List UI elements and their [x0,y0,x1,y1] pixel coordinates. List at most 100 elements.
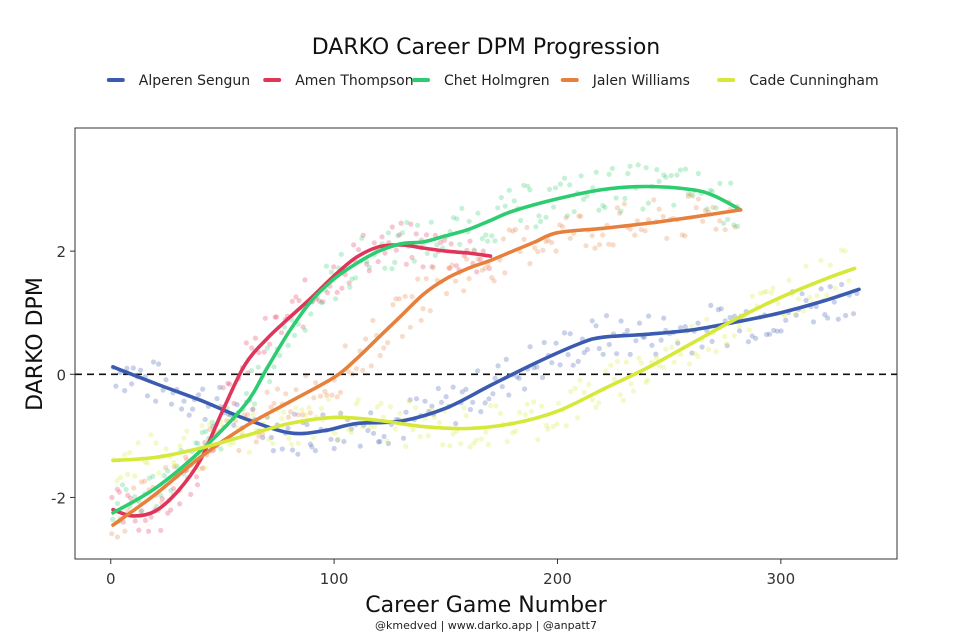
scatter-point-amen-thompson [351,242,357,248]
scatter-point-cade-cunningham [348,429,354,435]
scatter-point-alperen-sengun [618,318,624,324]
scatter-point-jalen-williams [502,270,508,276]
scatter-point-alperen-sengun [156,361,162,367]
scatter-point-chet-holmgren [347,284,353,290]
scatter-point-amen-thompson [148,514,154,520]
scatter-point-jalen-williams [271,400,277,407]
scatter-point-chet-holmgren [640,206,646,212]
scatter-point-amen-thompson [278,330,285,336]
scatter-point-chet-holmgren [479,236,485,242]
scatter-point-amen-thompson [356,247,362,253]
scatter-point-jalen-williams [264,389,270,395]
scatter-point-jalen-williams [449,262,455,268]
scatter-point-alperen-sengun [144,393,151,399]
scatter-point-jalen-williams [545,237,551,243]
scatter-point-jalen-williams [324,392,330,398]
scatter-point-alperen-sengun [295,451,301,457]
scatter-point-cade-cunningham [795,296,802,302]
scatter-point-cade-cunningham [384,438,390,444]
scatter-point-cade-cunningham [142,459,148,465]
scatter-point-cade-cunningham [763,288,770,295]
scatter-point-jalen-williams [402,293,408,299]
scatter-point-alperen-sengun [443,394,449,400]
scatter-point-chet-holmgren [561,175,568,181]
scatter-point-jalen-williams [632,232,638,238]
scatter-point-amen-thompson [125,492,131,498]
scatter-point-jalen-williams [114,534,121,540]
scatter-point-alperen-sengun [600,351,606,357]
scatter-point-amen-thompson [398,220,404,226]
scatter-point-amen-thompson [467,238,473,244]
scatter-point-jalen-williams [693,205,699,211]
scatter-point-amen-thompson [227,381,233,387]
scatter-point-cade-cunningham [630,388,637,394]
scatter-point-amen-thompson [109,494,115,501]
scatter-point-jalen-williams [535,249,541,255]
scatter-point-jalen-williams [479,267,485,273]
scatter-point-cade-cunningham [230,440,236,446]
scatter-point-chet-holmgren [661,172,667,178]
scatter-point-jalen-williams [415,276,421,282]
scatter-point-alperen-sengun [385,440,391,447]
scatter-point-alperen-sengun [835,316,841,322]
scatter-point-alperen-sengun [422,398,428,404]
scatter-point-chet-holmgren [161,473,167,479]
scatter-point-chet-holmgren [533,224,539,230]
scatter-point-jalen-williams [293,387,299,393]
scatter-point-amen-thompson [302,277,308,283]
scatter-point-alperen-sengun [527,344,533,350]
scatter-point-jalen-williams [443,291,450,297]
scatter-point-chet-holmgren [352,275,359,281]
scatter-point-chet-holmgren [158,492,164,498]
scatter-point-cade-cunningham [713,349,719,355]
scatter-point-cade-cunningham [513,428,519,434]
scatter-point-alperen-sengun [570,362,576,368]
scatter-point-cade-cunningham [295,440,301,446]
scatter-point-alperen-sengun [260,435,266,441]
scatter-point-amen-thompson [334,289,340,295]
scatter-point-alperen-sengun [463,386,469,392]
scatter-point-chet-holmgren [725,216,731,223]
scatter-point-alperen-sengun [217,384,223,390]
scatter-point-jalen-williams [500,236,506,242]
scatter-point-jalen-williams [313,380,319,386]
scatter-point-cade-cunningham [144,460,150,466]
scatter-point-amen-thompson [262,315,268,321]
scatter-point-amen-thompson [477,256,484,263]
scatter-point-cade-cunningham [653,355,660,361]
scatter-point-cade-cunningham [544,422,550,429]
scatter-point-alperen-sengun [514,374,520,380]
scatter-point-alperen-sengun [113,383,119,389]
scatter-point-chet-holmgren [495,205,501,211]
scatter-point-jalen-williams [461,288,467,294]
y-tick-label: 2 [56,243,66,261]
scatter-point-alperen-sengun [825,315,831,321]
scatter-point-jalen-williams [207,426,213,432]
scatter-point-chet-holmgren [450,215,457,221]
scatter-point-jalen-williams [642,228,648,234]
scatter-point-chet-holmgren [132,494,138,500]
scatter-point-cade-cunningham [311,435,317,441]
scatter-point-cade-cunningham [535,437,541,443]
scatter-point-cade-cunningham [674,338,681,344]
scatter-point-chet-holmgren [525,183,531,189]
scatter-point-jalen-williams [368,363,374,369]
scatter-point-jalen-williams [532,245,538,251]
scatter-point-chet-holmgren [584,193,590,199]
scatter-point-chet-holmgren [271,364,277,370]
scatter-point-amen-thompson [447,265,453,271]
scatter-point-cade-cunningham [485,441,491,448]
scatter-point-jalen-williams [334,394,340,400]
scatter-point-cade-cunningham [614,358,621,364]
scatter-point-cade-cunningham [199,423,205,429]
scatter-point-cade-cunningham [471,440,477,446]
scatter-point-amen-thompson [170,486,177,492]
scatter-point-alperen-sengun [831,299,837,305]
scatter-point-alperen-sengun [850,311,857,317]
scatter-point-cade-cunningham [387,404,394,410]
scatter-point-jalen-williams [363,336,369,342]
scatter-point-cade-cunningham [596,400,602,406]
scatter-point-jalen-williams [563,215,569,221]
scatter-point-jalen-williams [688,192,694,198]
scatter-point-cade-cunningham [749,293,756,299]
